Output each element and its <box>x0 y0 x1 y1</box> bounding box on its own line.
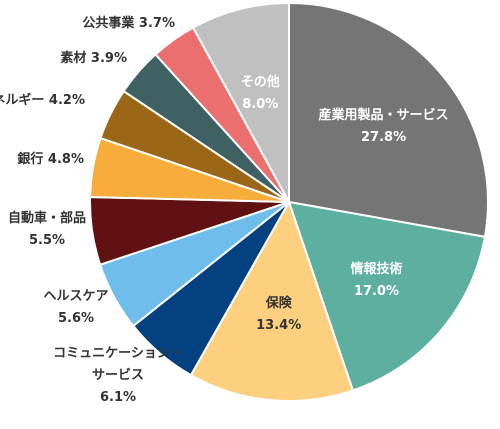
slice-value-label: 5.5% <box>29 233 65 248</box>
slice-label: その他 <box>241 74 280 90</box>
slice-value-label: 13.4% <box>256 318 301 333</box>
slice-label-group: エネルギー 4.2% <box>0 92 85 108</box>
slice-label: エネルギー <box>0 92 44 108</box>
pie-slice <box>191 1 290 203</box>
pie-slice <box>288 1 489 238</box>
slice-value-label: 17.0% <box>354 284 399 299</box>
pie-slices <box>89 1 489 402</box>
slice-label: コミュニケーション・ <box>53 346 183 361</box>
slice-value-label: 4.8% <box>43 152 84 167</box>
slice-label: 自動車・部品 <box>8 210 86 226</box>
slice-label: 産業用製品・サービス <box>319 107 449 123</box>
slice-value-label: 3.9% <box>86 51 127 66</box>
pie-labels: 産業用製品・サービス 27.8% 情報技術 17.0% 保険 13.4% コミュニケーション… <box>0 15 449 405</box>
slice-label: 公共事業 <box>82 15 135 31</box>
slice-label: 銀行 <box>17 151 43 167</box>
slice-label: 素材 <box>60 50 86 66</box>
slice-label-group: 銀行 4.8% <box>17 151 84 167</box>
slice-label-line2: サービス <box>92 367 144 383</box>
slice-value-label: 3.7% <box>134 16 175 31</box>
slice-value-label: 8.0% <box>242 97 278 112</box>
slice-label: 保険 <box>265 295 293 311</box>
slice-value-label: 27.8% <box>361 130 406 145</box>
slice-label: 情報技術 <box>351 261 403 277</box>
slice-label-group: 素材 3.9% <box>60 50 127 66</box>
slice-label-group: 公共事業 3.7% <box>82 15 175 31</box>
slice-value-label: 6.1% <box>100 390 136 405</box>
slice-value-label: 5.6% <box>58 311 94 326</box>
slice-value-label: 4.2% <box>44 93 85 108</box>
slice-label: ヘルスケア <box>43 289 108 304</box>
pie-slice <box>287 200 487 392</box>
pie-slice <box>189 199 355 402</box>
